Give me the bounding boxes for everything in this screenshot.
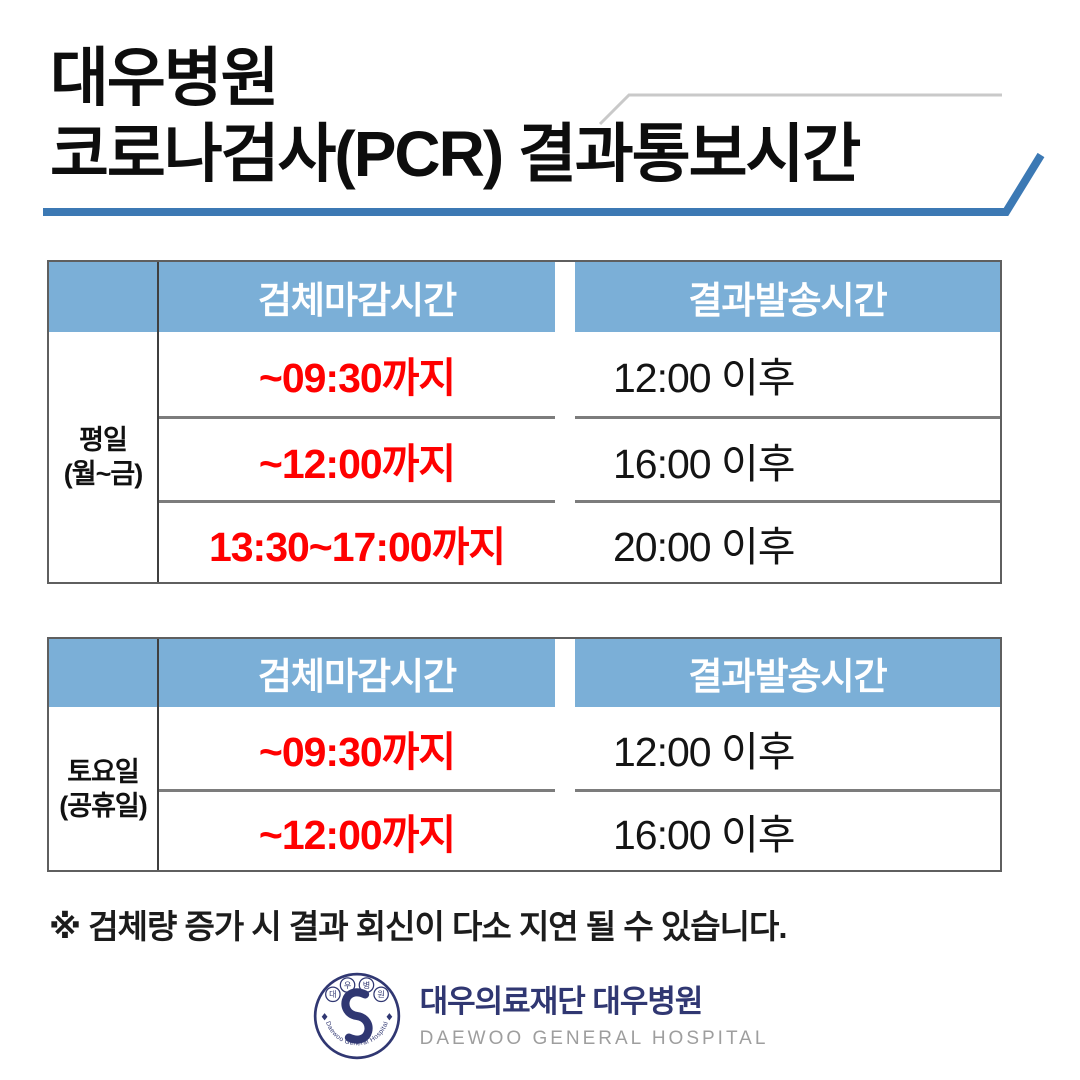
hospital-name-block: 대우의료재단 대우병원 DAEWOO GENERAL HOSPITAL bbox=[420, 983, 769, 1050]
saturday-row-label-main: 토요일 bbox=[67, 756, 140, 787]
column-gap bbox=[555, 416, 575, 500]
page-title-line2: 코로나검사(PCR) 결과통보시간 bbox=[50, 118, 861, 190]
saturday-row-label-sub: (공휴일) bbox=[59, 790, 148, 821]
result-cell: 16:00 이후 bbox=[575, 416, 1000, 500]
column-gap bbox=[555, 332, 575, 416]
result-cell: 16:00 이후 bbox=[575, 789, 1000, 870]
weekday-row-label: 평일 (월~금) bbox=[49, 332, 159, 582]
hospital-name-korean: 대우의료재단 대우병원 bbox=[419, 983, 704, 1019]
column-gap bbox=[555, 707, 575, 789]
result-cell: 12:00 이후 bbox=[613, 729, 795, 775]
saturday-row-label: 토요일 (공휴일) bbox=[49, 707, 159, 870]
column-gap bbox=[555, 500, 575, 582]
weekday-table-corner bbox=[49, 262, 159, 332]
weekday-header-gap bbox=[555, 262, 575, 332]
hospital-name-english: DAEWOO GENERAL HOSPITAL bbox=[419, 1027, 769, 1049]
deadline-cell: 13:30~17:00까지 bbox=[159, 500, 555, 582]
seal-diamond-right bbox=[386, 1013, 392, 1021]
weekday-row-label-sub: (월~금) bbox=[63, 459, 143, 489]
seal-char: 대 bbox=[329, 990, 336, 999]
page-title-line1: 대우병원 bbox=[50, 42, 280, 114]
deadline-cell: ~12:00까지 bbox=[159, 416, 555, 500]
saturday-header-deadline: 검체마감시간 bbox=[159, 639, 555, 707]
weekday-schedule-table: 검체마감시간 결과발송시간 평일 (월~금) ~09:30까지 12:00 이후… bbox=[47, 260, 1002, 584]
weekday-row-label-main: 평일 bbox=[79, 425, 128, 455]
delay-disclaimer-note: ※ 검체량 증가 시 결과 회신이 다소 지연 될 수 있습니다. bbox=[49, 908, 788, 945]
saturday-header-gap bbox=[555, 639, 575, 707]
page-title: 대우병원 코로나검사(PCR) 결과통보시간 bbox=[50, 40, 861, 192]
deadline-cell: ~09:30까지 bbox=[258, 729, 456, 775]
column-gap bbox=[555, 789, 575, 870]
result-cell: 12:00 이후 bbox=[613, 355, 795, 401]
saturday-header-result: 결과발송시간 bbox=[575, 639, 1000, 707]
hospital-logo-lockup: 대 우 병 원 Daewoo General Hospital 대우의료재단 대… bbox=[312, 971, 769, 1061]
weekday-header-deadline: 검체마감시간 bbox=[159, 262, 555, 332]
result-cell: 20:00 이후 bbox=[575, 500, 1000, 582]
deadline-cell: ~12:00까지 bbox=[159, 789, 555, 870]
seal-s-mark bbox=[341, 988, 373, 1044]
seal-char: 병 bbox=[362, 981, 369, 990]
seal-char: 원 bbox=[377, 990, 384, 999]
saturday-table-corner bbox=[49, 639, 159, 707]
hospital-footer: 대 우 병 원 Daewoo General Hospital 대우의료재단 대… bbox=[0, 971, 1080, 1061]
weekday-header-result: 결과발송시간 bbox=[575, 262, 1000, 332]
saturday-schedule-table: 검체마감시간 결과발송시간 토요일 (공휴일) ~09:30까지 12:00 이… bbox=[47, 637, 1002, 872]
deadline-cell: ~09:30까지 bbox=[258, 355, 456, 401]
hospital-seal-icon: 대 우 병 원 Daewoo General Hospital bbox=[313, 972, 400, 1060]
seal-char: 우 bbox=[343, 981, 350, 990]
